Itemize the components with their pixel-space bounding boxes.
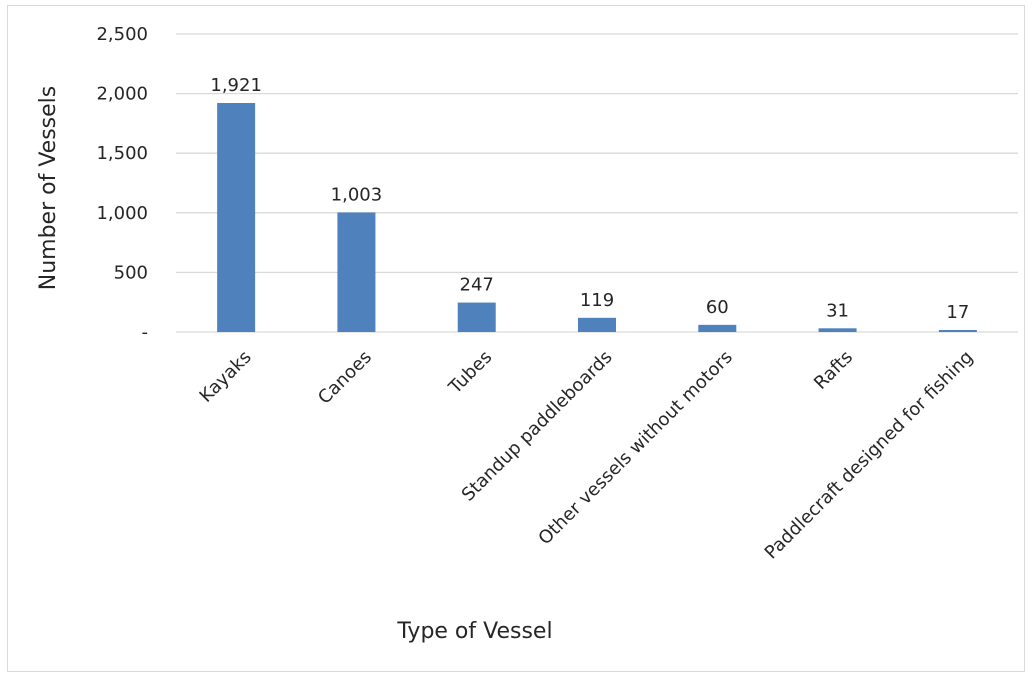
data-label: 31 <box>826 300 849 321</box>
bar <box>217 103 256 332</box>
data-label: 1,921 <box>210 75 262 96</box>
x-axis-title: Type of Vessel <box>396 619 552 644</box>
data-label: 1,003 <box>331 184 383 205</box>
data-labels: 1,921 1,003 247 119 60 31 17 <box>210 75 969 323</box>
bar <box>337 212 376 332</box>
bar <box>938 329 977 332</box>
bars <box>217 103 977 332</box>
y-tick-labels: - 500 1,000 1,500 2,000 2,500 <box>96 24 148 343</box>
y-tick-label: 1,500 <box>96 143 148 164</box>
y-tick-label: 2,500 <box>96 24 148 45</box>
category-label: Tubes <box>444 347 496 399</box>
chart-frame: - 500 1,000 1,500 2,000 2,500 1,921 1,003 247 11… <box>7 5 1025 672</box>
category-label: Rafts <box>810 347 857 394</box>
gridlines <box>176 33 1018 333</box>
bar <box>457 302 496 332</box>
data-label: 60 <box>706 297 729 318</box>
y-axis-title: Number of Vessels <box>36 86 61 290</box>
data-label: 247 <box>460 275 494 296</box>
y-tick-label: 1,000 <box>96 203 148 224</box>
data-label: 119 <box>580 290 614 311</box>
y-tick-label: 500 <box>114 262 148 283</box>
category-label: Paddlecraft designed for fishing <box>761 347 978 564</box>
bar <box>818 328 857 332</box>
bar <box>578 317 616 332</box>
data-label: 17 <box>946 302 969 323</box>
category-label: Canoes <box>314 347 376 409</box>
y-tick-label: 2,000 <box>96 84 148 105</box>
bar <box>698 324 737 332</box>
y-tick-label: - <box>142 322 149 343</box>
category-label: Kayaks <box>196 347 256 407</box>
category-label: Other vessels without motors <box>534 347 736 549</box>
bar-chart: - 500 1,000 1,500 2,000 2,500 1,921 1,003 247 11… <box>36 24 1018 644</box>
